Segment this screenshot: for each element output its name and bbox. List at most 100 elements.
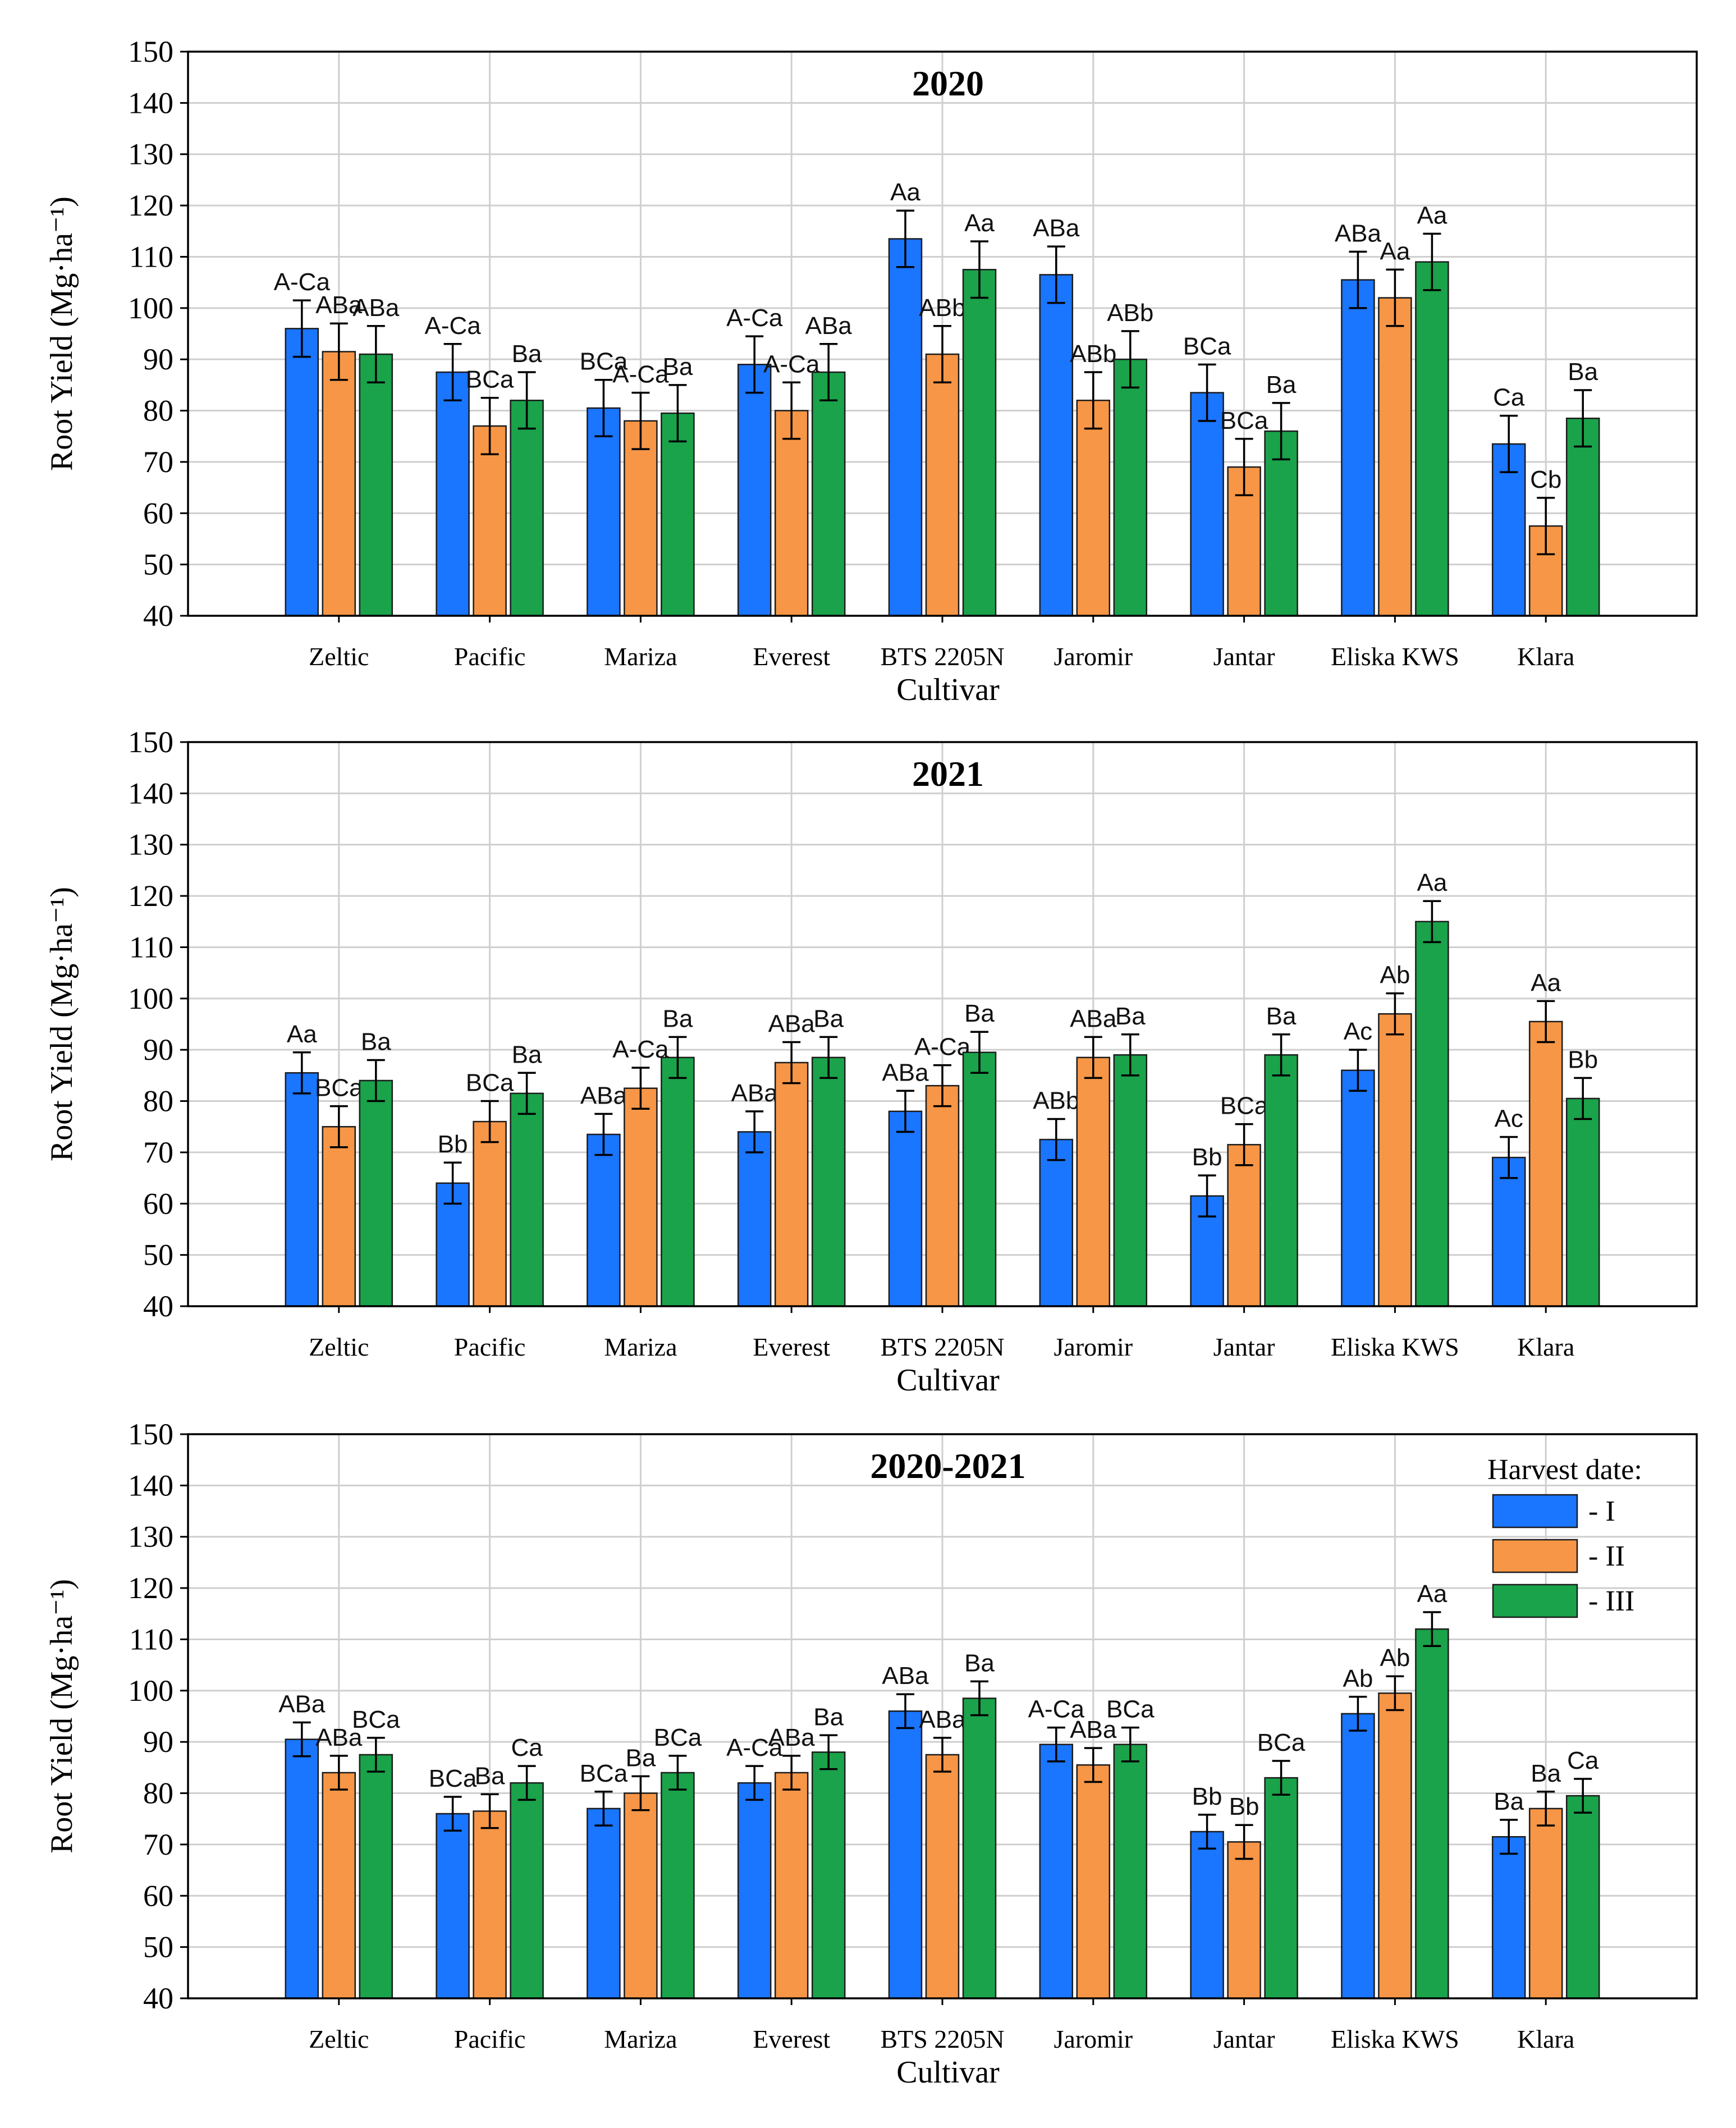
significance-label: Ba [1568,358,1598,386]
significance-label: Ac [1344,1018,1372,1045]
bar [1076,400,1111,617]
bar [1415,1628,1449,1999]
bar [962,1697,997,1999]
significance-label: A-Ca [612,1036,669,1063]
significance-label: BCa [580,348,628,376]
significance-label: ABa [1335,219,1382,247]
x-tick-label: Jaromir [1054,642,1133,671]
y-tick-label: 50 [143,1930,173,1964]
y-tick-label: 100 [128,291,173,325]
significance-label: Ba [475,1762,505,1790]
bar [1528,1020,1563,1307]
significance-label: Ba [662,1005,693,1032]
bar [1264,430,1298,617]
significance-label: Bb [1192,1143,1222,1171]
bar [774,1061,809,1307]
y-tick-label: 70 [143,445,173,479]
bar [359,1754,393,1999]
x-tick-label: Zeltic [309,642,369,671]
significance-label: ABa [315,291,363,319]
significance-label: ABa [580,1082,627,1109]
y-tick-label: 90 [143,342,173,376]
legend-label: - III [1588,1585,1634,1617]
bar [737,364,772,617]
significance-label: ABa [919,1706,966,1733]
significance-label: Ba [1266,371,1297,399]
y-tick-label: 60 [143,1187,173,1220]
bar [322,351,356,617]
bar [436,1813,470,1999]
plot-frame [187,1433,1698,1999]
legend-label: - I [1588,1495,1615,1527]
bar [624,420,658,617]
x-tick-label: BTS 2205N [880,642,1004,671]
y-tick-label: 50 [143,548,173,582]
y-tick-label: 70 [143,1828,173,1861]
bar [1113,1054,1148,1307]
bar [962,1051,997,1307]
significance-label: A-Ca [1028,1696,1085,1723]
x-tick-label: Mariza [604,642,677,671]
significance-label: Ba [813,1703,844,1731]
y-axis-title: Root Yield (Mg·ha⁻¹) [44,196,79,471]
bar [624,1792,658,1999]
bar [1264,1777,1298,1999]
bar [888,1110,923,1307]
bar [774,1772,809,1999]
bar [1227,1143,1261,1307]
significance-label: Cb [1530,466,1561,493]
significance-label: Ba [512,340,542,368]
bar [737,1782,772,1999]
significance-label: A-Ca [612,361,669,388]
legend-title: Harvest date: [1487,1454,1642,1486]
significance-label: BCa [1106,1696,1155,1723]
x-tick-label: Everest [753,2025,830,2053]
significance-label: BCa [466,1069,514,1097]
y-tick-label: 130 [128,1520,173,1554]
bar [1491,1836,1526,1999]
plot-frame [187,741,1698,1307]
significance-label: Aa [287,1020,317,1048]
bar [1378,1692,1412,1999]
x-tick-label: Pacific [454,2025,526,2053]
y-tick-label: 60 [143,496,173,530]
legend-swatch [1492,1584,1578,1618]
significance-label: Ca [1567,1747,1599,1774]
significance-label: Ba [1531,1760,1561,1787]
x-tick-label: Eliska KWS [1331,1333,1459,1361]
significance-label: BCa [654,1724,702,1751]
y-tick-label: 110 [129,1622,173,1656]
bar [359,1079,393,1307]
bar [473,425,507,617]
bar [925,1754,960,1999]
y-tick-label: 150 [128,35,173,68]
x-tick-label: Pacific [454,642,526,671]
y-tick-label: 120 [128,879,173,913]
x-axis-title: Cultivar [896,1363,1000,1398]
significance-label: Ab [1380,962,1410,989]
significance-label: Ba [964,1649,995,1677]
y-tick-label: 70 [143,1136,173,1169]
legend-swatch [1492,1494,1578,1529]
bar [1565,418,1600,617]
significance-label: ABa [1070,1005,1117,1032]
y-axis-title: Root Yield (Mg·ha⁻¹) [44,887,79,1161]
bar [322,1772,356,1999]
significance-label: BCa [352,1706,400,1733]
bar [1415,261,1449,617]
bar [285,1738,319,1999]
significance-label: A-Ca [726,1734,783,1761]
significance-label: ABa [882,1662,929,1690]
significance-label: Aa [1417,869,1447,896]
panel-title: 2021 [912,754,984,794]
y-tick-label: 130 [128,828,173,862]
significance-label: ABa [731,1079,778,1107]
y-tick-label: 90 [143,1725,173,1759]
x-tick-label: Klara [1517,2025,1574,2053]
significance-label: ABa [768,1010,816,1037]
y-tick-label: 150 [128,725,173,759]
bar [1415,921,1449,1307]
bar [587,1133,621,1307]
significance-label: Ba [1115,1003,1146,1030]
chart-panel-1: 405060708090100110120130140150A-CaABaABa… [44,35,1698,707]
